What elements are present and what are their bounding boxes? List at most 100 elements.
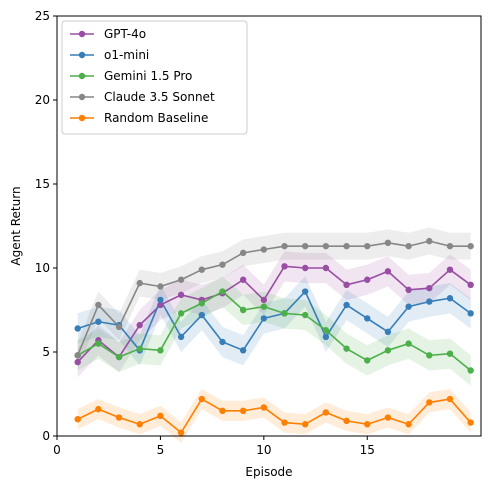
point-series-1-ep-17 <box>405 303 412 310</box>
point-series-3-ep-10 <box>260 246 268 253</box>
point-series-1-ep-5 <box>157 296 164 304</box>
point-series-0-ep-18 <box>426 284 433 292</box>
point-series-4-ep-13 <box>322 409 330 416</box>
legend: GPT-4o o1-mini Gemini 1.5 Pro Claude 3.5 So… <box>61 20 248 135</box>
point-series-0-ep-5 <box>157 301 164 309</box>
line-series-1 <box>77 290 472 352</box>
point-series-0-ep-19 <box>446 266 454 273</box>
point-series-0-ep-11 <box>281 263 288 270</box>
point-series-3-ep-14 <box>343 242 350 250</box>
line-series-4 <box>77 398 472 434</box>
line-series-2 <box>77 290 472 372</box>
series-lines <box>76 240 472 434</box>
point-series-3-ep-11 <box>281 242 288 250</box>
point-series-1-ep-14 <box>343 301 350 309</box>
point-series-1-ep-18 <box>426 298 433 305</box>
y-tick-label: 10 <box>35 261 50 275</box>
point-series-2-ep-13 <box>322 326 330 334</box>
point-series-3-ep-18 <box>426 237 433 245</box>
legend-swatch-marker <box>78 51 86 59</box>
point-series-1-ep-2 <box>95 318 102 325</box>
legend-entry: o1-mini <box>104 48 149 62</box>
point-series-4-ep-20 <box>467 419 474 426</box>
point-series-3-ep-20 <box>467 242 474 250</box>
band-series-1 <box>77 276 471 366</box>
legend-swatch-marker <box>78 30 86 38</box>
point-series-2-ep-19 <box>446 350 454 357</box>
point-series-4-ep-17 <box>405 421 412 428</box>
point-series-2-ep-17 <box>405 340 412 347</box>
point-series-2-ep-12 <box>301 311 309 319</box>
point-series-4-ep-2 <box>95 405 102 413</box>
point-series-4-ep-16 <box>384 414 392 421</box>
point-series-1-ep-20 <box>467 310 474 317</box>
point-series-4-ep-15 <box>364 421 371 428</box>
legend-swatch-marker <box>78 114 86 122</box>
point-series-2-ep-20 <box>467 367 474 374</box>
point-series-0-ep-4 <box>136 321 143 329</box>
point-series-4-ep-10 <box>260 404 268 411</box>
y-tick-label: 5 <box>42 345 50 359</box>
point-series-4-ep-1 <box>74 416 81 423</box>
point-series-3-ep-3 <box>115 323 123 330</box>
x-tick-label: 10 <box>256 443 271 457</box>
point-series-4-ep-5 <box>157 412 164 420</box>
point-series-4-ep-4 <box>136 421 143 428</box>
point-series-3-ep-6 <box>177 276 185 283</box>
point-series-1-ep-16 <box>384 328 392 336</box>
point-series-1-ep-1 <box>74 325 81 332</box>
legend-swatch-marker <box>78 72 86 80</box>
x-tick-label: 5 <box>157 443 165 457</box>
point-series-0-ep-9 <box>239 276 247 283</box>
legend-swatch-marker <box>78 93 86 101</box>
point-series-4-ep-18 <box>426 399 433 406</box>
point-series-0-ep-17 <box>405 286 412 294</box>
point-series-2-ep-4 <box>136 345 143 352</box>
y-axis-ticks: 0 5 10 15 20 25 <box>35 9 57 443</box>
point-series-3-ep-2 <box>95 301 102 309</box>
point-series-4-ep-12 <box>301 421 309 428</box>
point-series-0-ep-13 <box>322 264 330 272</box>
point-series-2-ep-14 <box>343 345 350 352</box>
point-series-1-ep-8 <box>219 338 226 346</box>
x-axis-label: Episode <box>245 465 292 479</box>
point-series-3-ep-17 <box>405 242 412 250</box>
point-series-0-ep-15 <box>364 276 371 283</box>
point-series-1-ep-9 <box>239 347 247 354</box>
point-series-0-ep-1 <box>74 358 81 366</box>
point-series-3-ep-15 <box>364 242 371 250</box>
legend-box <box>61 20 248 135</box>
point-series-3-ep-12 <box>301 242 309 250</box>
y-tick-label: 0 <box>42 429 50 443</box>
line-series-3 <box>76 240 471 356</box>
point-series-3-ep-13 <box>322 242 330 250</box>
legend-entry: Gemini 1.5 Pro <box>104 69 192 83</box>
point-series-1-ep-19 <box>446 295 454 302</box>
band-series-0 <box>77 251 471 378</box>
point-series-4-ep-19 <box>446 395 454 403</box>
point-series-0-ep-16 <box>384 268 392 275</box>
y-axis-label: Agent Return <box>9 186 23 265</box>
point-series-3-ep-19 <box>446 242 454 250</box>
point-series-1-ep-12 <box>301 288 309 295</box>
series-points <box>74 237 474 436</box>
point-series-4-ep-7 <box>198 395 205 403</box>
point-series-0-ep-6 <box>177 291 185 299</box>
point-series-3-ep-1 <box>74 352 81 359</box>
x-axis-ticks: 0 5 10 15 <box>53 436 375 457</box>
x-tick-label: 0 <box>53 443 61 457</box>
point-series-4-ep-3 <box>115 414 123 421</box>
point-series-2-ep-6 <box>177 310 185 317</box>
point-series-3-ep-9 <box>239 249 247 257</box>
point-series-2-ep-9 <box>239 306 247 314</box>
point-series-2-ep-7 <box>198 300 205 307</box>
point-series-1-ep-13 <box>322 333 330 341</box>
point-series-4-ep-8 <box>219 407 226 414</box>
point-series-3-ep-5 <box>157 283 164 290</box>
point-series-1-ep-15 <box>364 315 371 322</box>
point-series-2-ep-8 <box>219 288 226 295</box>
legend-entry: GPT-4o <box>104 27 146 41</box>
point-series-2-ep-10 <box>260 303 268 310</box>
point-series-0-ep-14 <box>343 281 350 288</box>
point-series-3-ep-7 <box>198 266 205 273</box>
